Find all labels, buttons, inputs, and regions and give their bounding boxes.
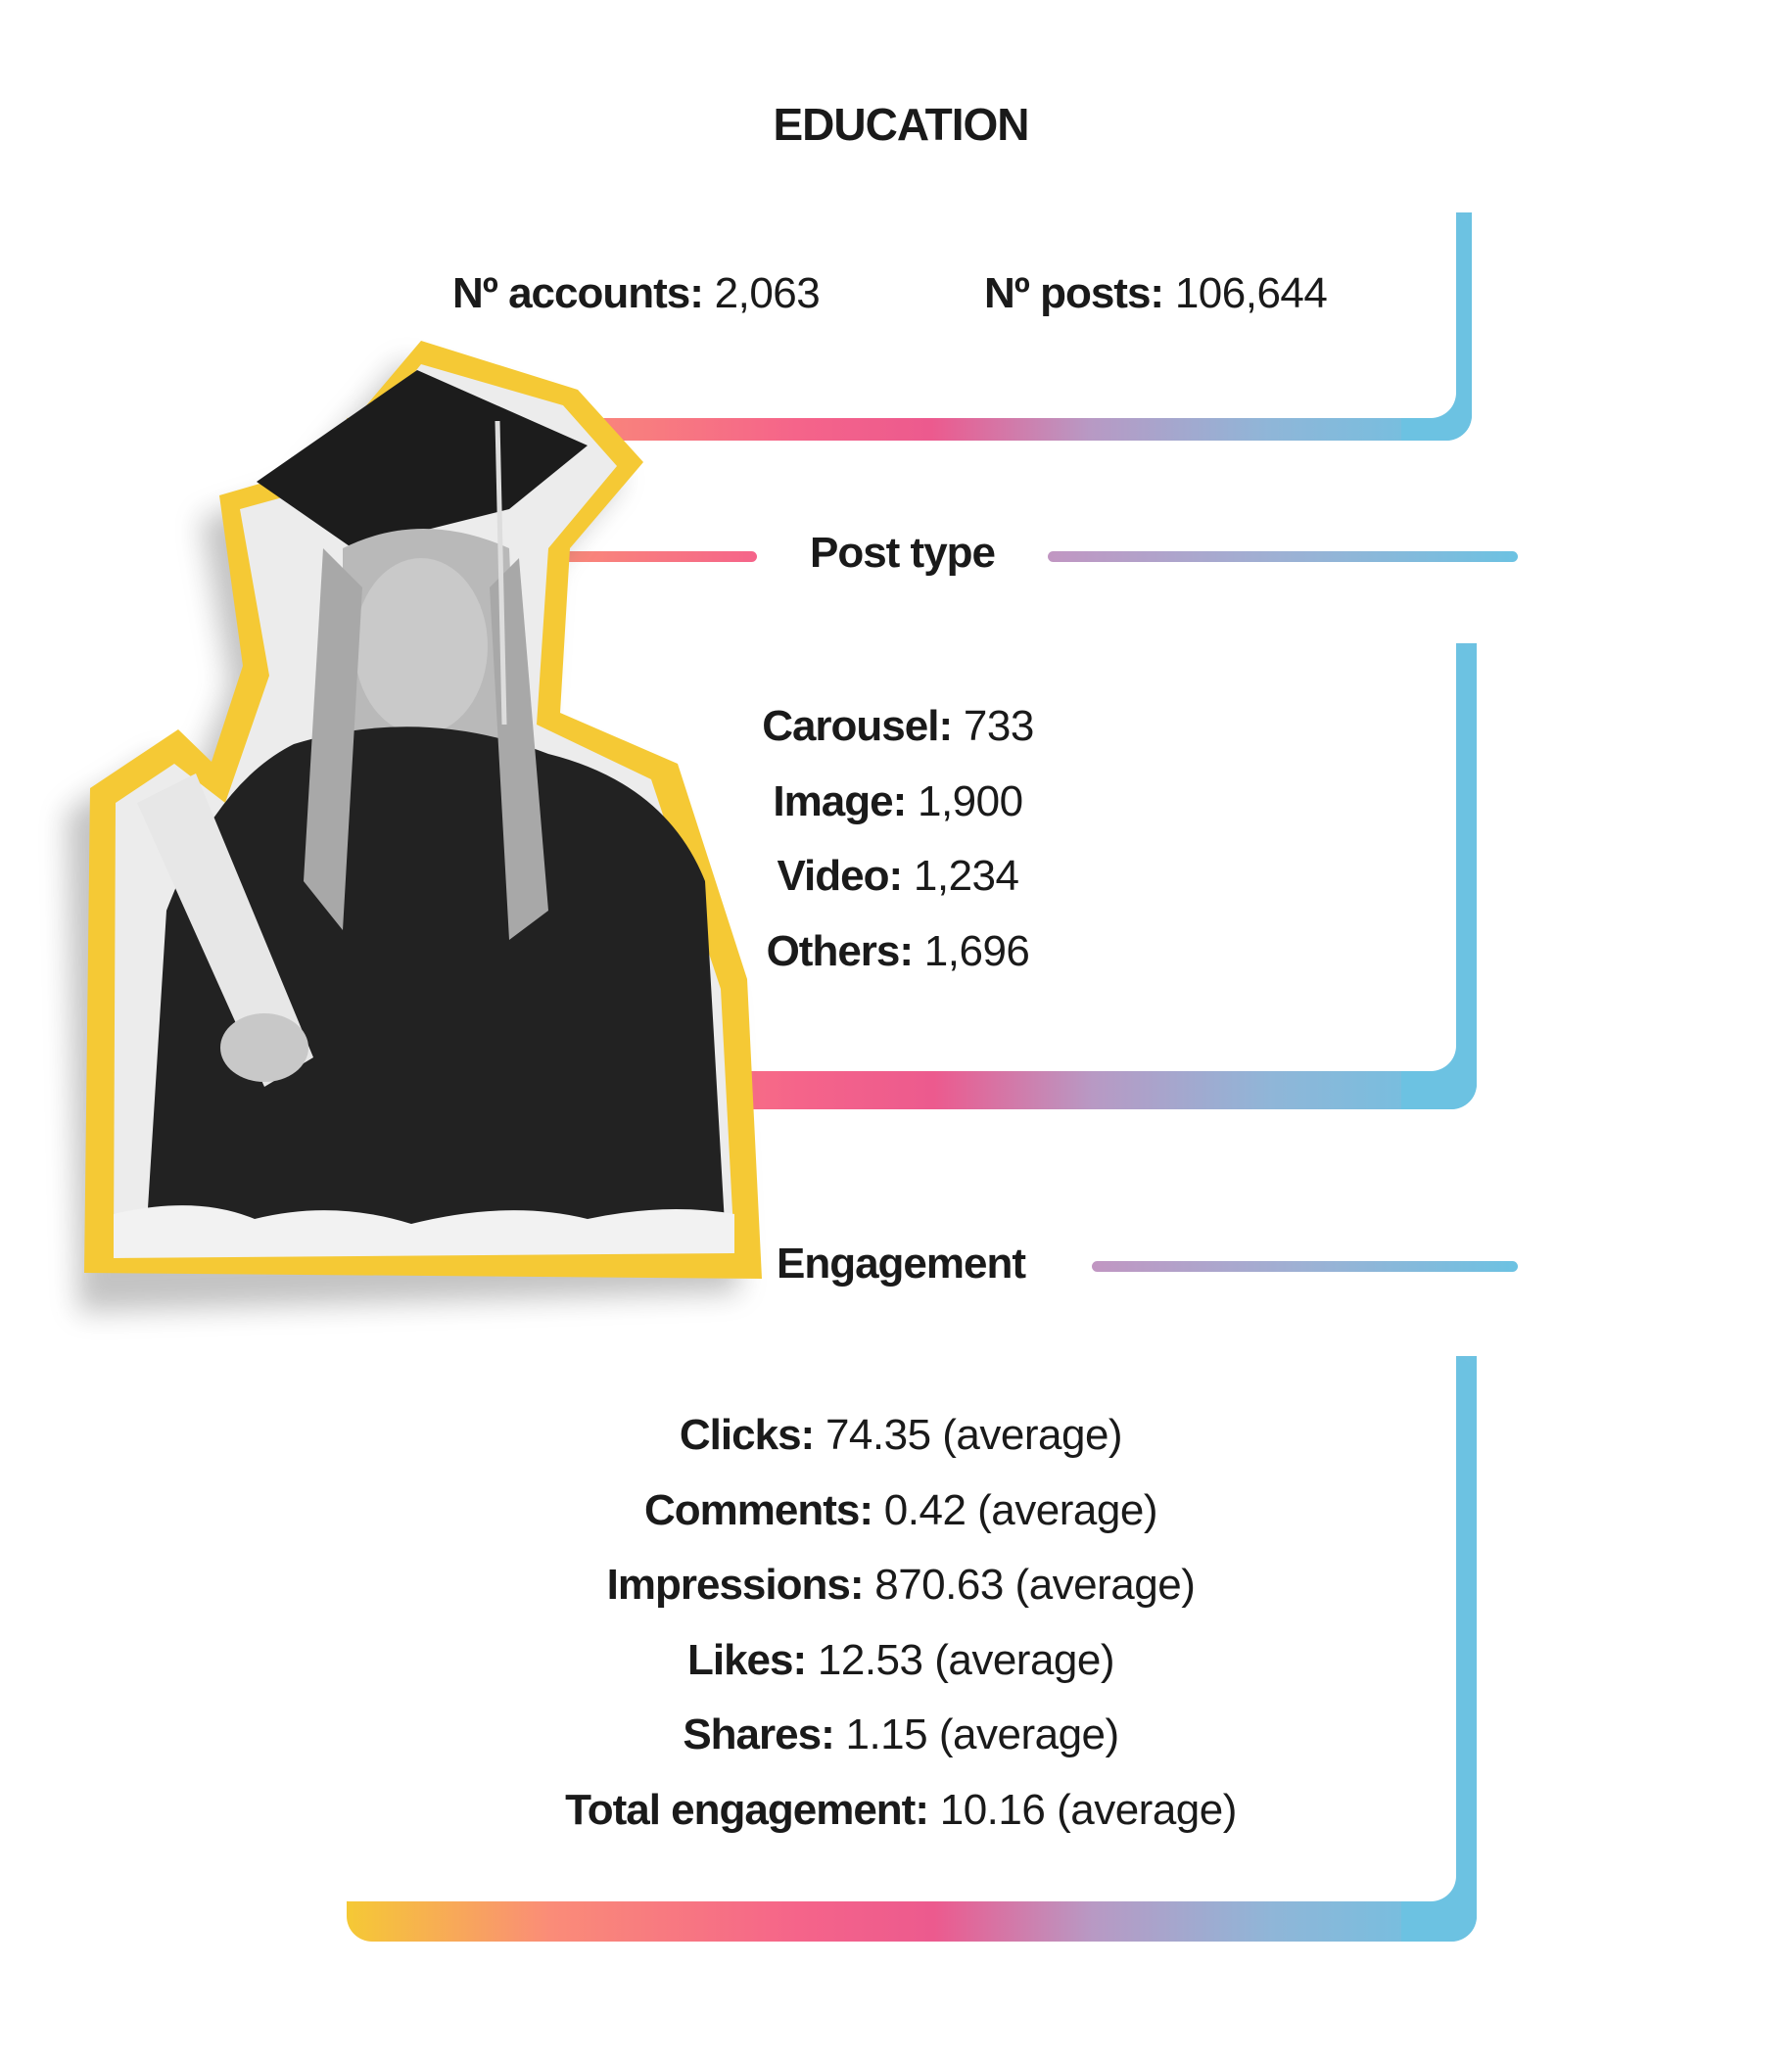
item-label: Shares: [683,1710,834,1758]
item-value: 1.15 (average) [845,1710,1119,1758]
item-label: Carousel: [762,702,953,750]
accounts-value: 2,063 [714,269,821,317]
item-value: 10.16 (average) [939,1785,1238,1834]
item-value: 1,234 [913,852,1019,900]
engagement-item-shares: Shares: 1.15 (average) [324,1698,1478,1773]
item-label: Impressions: [606,1561,865,1609]
engagement-item-impressions: Impressions: 870.63 (average) [324,1548,1478,1623]
post-type-heading: Post type [809,529,996,577]
engagement-heading: Engagement [744,1240,1058,1288]
item-label: Others: [766,926,914,975]
engagement-item-total: Total engagement: 10.16 (average) [324,1773,1478,1849]
post-type-item-image: Image: 1,900 [702,765,1094,840]
item-label: Likes: [686,1635,807,1684]
post-type-line-left [548,551,757,562]
engagement-line-right [1092,1261,1518,1272]
accounts-label: Nº accounts: [452,269,704,317]
item-value: 733 [963,702,1034,750]
posts-value: 106,644 [1174,269,1328,317]
item-value: 0.42 (average) [883,1485,1158,1534]
engagement-card: Clicks: 74.35 (average) Comments: 0.42 (… [324,1327,1477,1942]
item-value: 74.35 (average) [825,1411,1123,1459]
item-label: Total engagement: [565,1785,929,1834]
engagement-line-left [548,1261,744,1272]
item-label: Clicks: [679,1411,815,1459]
post-type-line-right [1048,551,1518,562]
torn-paper-bottom [114,1205,734,1258]
posts-label: Nº posts: [984,269,1164,317]
engagement-item-likes: Likes: 12.53 (average) [324,1623,1478,1699]
item-value: 1,696 [923,926,1030,975]
item-label: Comments: [644,1485,873,1534]
post-type-list: Carousel: 733 Image: 1,900 Video: 1,234 … [702,689,1094,989]
card-body [324,1327,1456,1901]
post-type-item-others: Others: 1,696 [702,914,1094,990]
page-title: EDUCATION [773,99,1029,150]
item-label: Video: [777,852,904,900]
item-label: Image: [773,776,907,825]
item-value: 12.53 (average) [817,1635,1115,1684]
engagement-item-comments: Comments: 0.42 (average) [324,1474,1478,1549]
accounts-stat: Nº accounts: 2,063 [452,269,821,318]
item-value: 1,900 [917,776,1023,825]
posts-stat: Nº posts: 106,644 [984,269,1328,318]
post-type-item-video: Video: 1,234 [702,839,1094,914]
post-type-item-carousel: Carousel: 733 [702,689,1094,765]
engagement-list: Clicks: 74.35 (average) Comments: 0.42 (… [324,1398,1478,1848]
summary-card: Nº accounts: 2,063 Nº posts: 106,644 [324,189,1472,441]
engagement-item-clicks: Clicks: 74.35 (average) [324,1398,1478,1474]
post-type-card: Carousel: 733 Image: 1,900 Video: 1,234 … [324,617,1477,1109]
item-value: 870.63 (average) [874,1561,1196,1609]
